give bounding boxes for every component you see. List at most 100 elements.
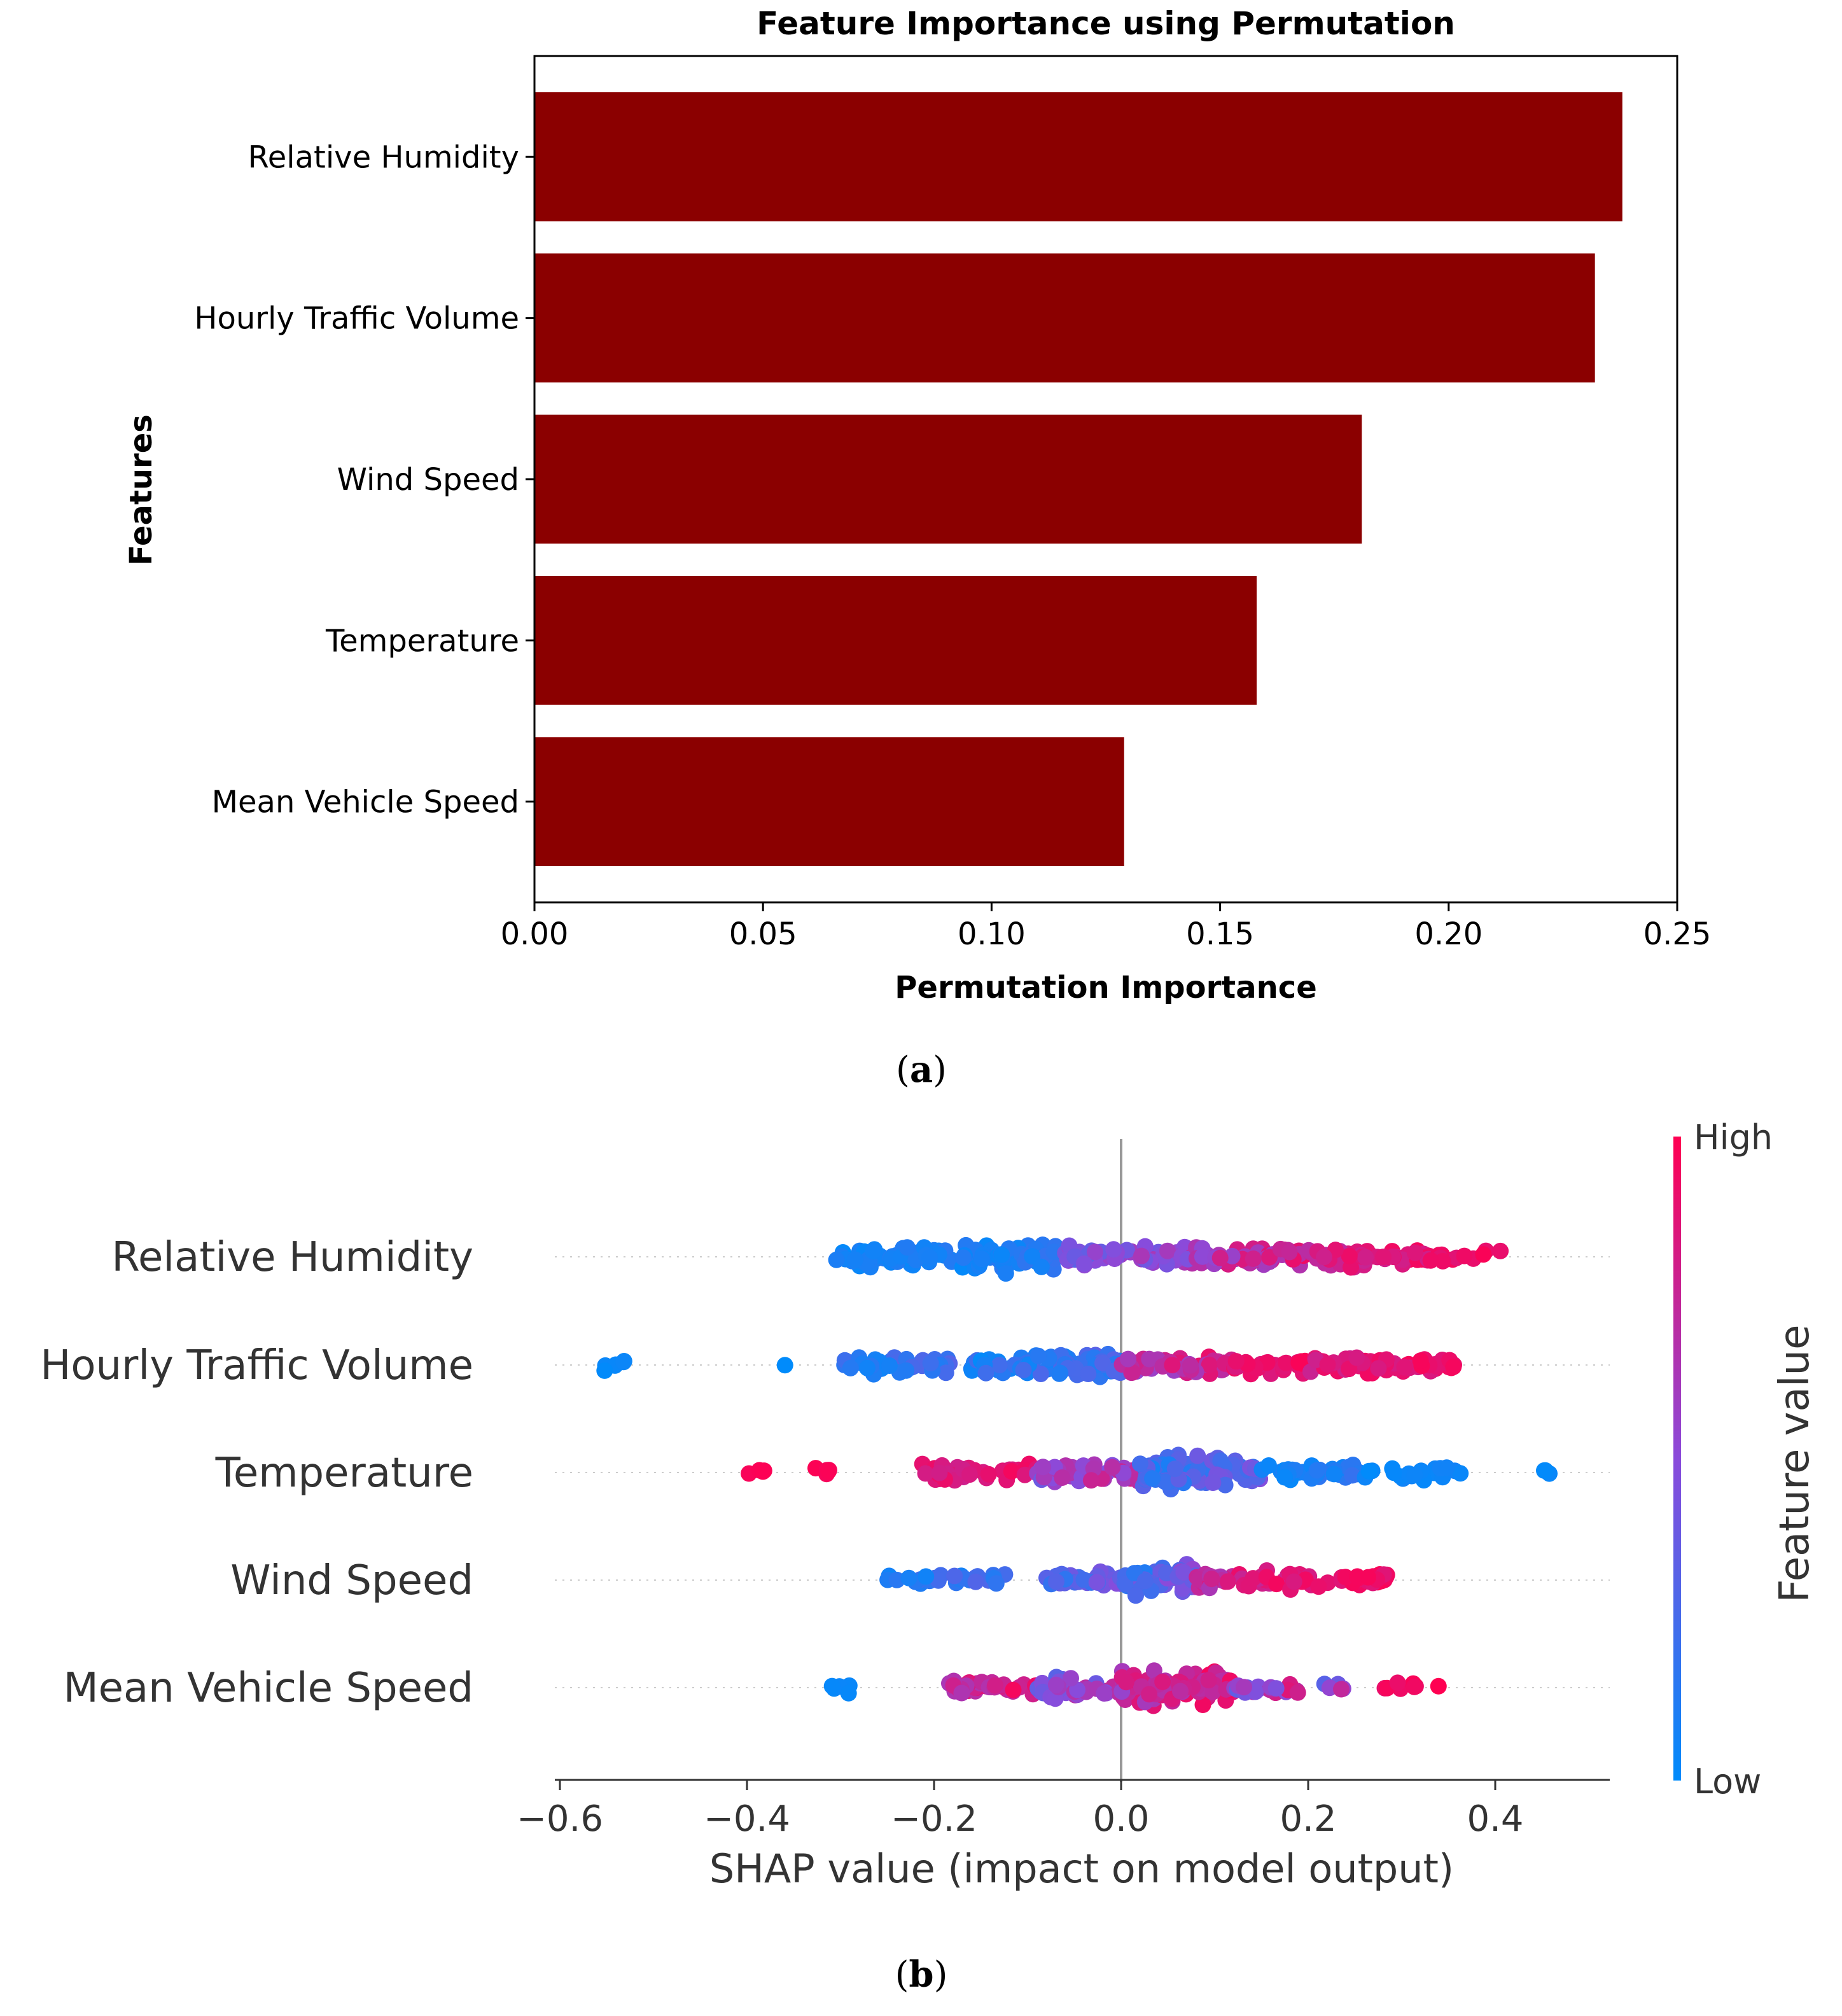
shap-point-temperature	[1104, 1459, 1121, 1476]
shap-point-hourly-traffic-volume	[1445, 1358, 1462, 1375]
x-tick-label: −0.2	[891, 1798, 977, 1840]
shap-point-relative-humidity	[1245, 1250, 1262, 1267]
shap-point-relative-humidity	[1341, 1247, 1358, 1264]
panel-a-caption: (a)	[896, 1049, 947, 1091]
y-tick-label-hourly-traffic-volume: Hourly Traffic Volume	[194, 301, 519, 337]
shap-point-hourly-traffic-volume	[1120, 1350, 1136, 1368]
chart-b-points	[596, 1236, 1558, 1714]
shap-point-temperature	[1325, 1466, 1343, 1483]
shap-point-hourly-traffic-volume	[922, 1355, 939, 1371]
shap-point-hourly-traffic-volume	[842, 1359, 859, 1376]
shap-point-temperature	[1308, 1462, 1325, 1479]
shap-point-hourly-traffic-volume	[1029, 1347, 1047, 1364]
shap-point-mean-vehicle-speed	[1333, 1681, 1350, 1698]
feature-label-temperature: Temperature	[215, 1450, 473, 1497]
shap-point-wind-speed	[1219, 1573, 1236, 1590]
shap-point-relative-humidity	[1357, 1249, 1374, 1266]
x-tick-label: −0.4	[704, 1798, 790, 1840]
feature-label-relative-humidity: Relative Humidity	[111, 1234, 473, 1281]
shap-point-temperature	[1217, 1476, 1234, 1494]
shap-point-temperature	[961, 1466, 978, 1483]
shap-point-wind-speed	[1337, 1569, 1354, 1586]
shap-point-hourly-traffic-volume	[1032, 1366, 1049, 1382]
shap-point-temperature	[1003, 1463, 1020, 1480]
shap-summary-chart: Relative Humidity Hourly Traffic Volume Te…	[40, 1117, 1818, 1996]
shap-point-mean-vehicle-speed	[1194, 1697, 1211, 1713]
feature-label-hourly-traffic-volume: Hourly Traffic Volume	[40, 1342, 473, 1389]
y-tick-label-mean-vehicle-speed: Mean Vehicle Speed	[212, 785, 519, 820]
x-tick-label: 0.2	[1280, 1798, 1336, 1840]
shap-point-relative-humidity	[997, 1265, 1014, 1282]
shap-point-temperature	[1189, 1447, 1206, 1464]
shap-point-relative-humidity	[898, 1239, 916, 1256]
shap-point-temperature	[931, 1464, 948, 1481]
colorbar-title: Feature value	[1771, 1325, 1818, 1603]
shap-point-mean-vehicle-speed	[1172, 1683, 1189, 1700]
shap-point-temperature	[1438, 1459, 1455, 1476]
shap-point-relative-humidity	[846, 1251, 863, 1268]
shap-point-temperature	[1276, 1469, 1293, 1486]
x-tick-label: −0.6	[517, 1798, 603, 1840]
shap-point-temperature	[1131, 1455, 1148, 1473]
y-tick-label-relative-humidity: Relative Humidity	[248, 139, 519, 175]
shap-point-hourly-traffic-volume	[596, 1362, 613, 1379]
shap-point-temperature	[917, 1465, 934, 1482]
shap-point-mean-vehicle-speed	[840, 1684, 857, 1702]
shap-point-hourly-traffic-volume	[1290, 1354, 1308, 1371]
shap-point-hourly-traffic-volume	[1141, 1350, 1158, 1368]
shap-point-hourly-traffic-volume	[1052, 1364, 1069, 1382]
shap-point-mean-vehicle-speed	[1200, 1672, 1217, 1689]
shap-point-hourly-traffic-volume	[937, 1364, 954, 1382]
shap-point-mean-vehicle-speed	[1389, 1674, 1406, 1691]
shap-point-wind-speed	[1136, 1572, 1154, 1590]
shap-point-temperature	[820, 1462, 837, 1480]
y-tick-label-wind-speed: Wind Speed	[337, 462, 519, 498]
shap-point-wind-speed	[967, 1573, 984, 1590]
shap-point-relative-humidity	[1456, 1247, 1473, 1264]
shap-point-wind-speed	[1127, 1587, 1144, 1604]
shap-point-temperature	[1204, 1474, 1222, 1491]
chart-a-x-axis-label: Permutation Importance	[895, 970, 1317, 1005]
shap-point-temperature	[1385, 1464, 1402, 1481]
shap-point-mean-vehicle-speed	[953, 1684, 970, 1702]
shap-point-wind-speed	[1088, 1574, 1105, 1591]
colorbar	[1673, 1137, 1681, 1781]
shap-point-temperature	[1360, 1462, 1378, 1480]
bar-hourly-traffic-volume	[534, 253, 1595, 382]
chart-b-feature-labels: Relative Humidity Hourly Traffic Volume Te…	[40, 1234, 473, 1712]
shap-point-wind-speed	[1245, 1570, 1262, 1587]
shap-point-hourly-traffic-volume	[1164, 1357, 1181, 1374]
shap-point-wind-speed	[900, 1569, 918, 1586]
shap-point-wind-speed	[1075, 1571, 1092, 1588]
shap-point-relative-humidity	[1492, 1242, 1509, 1259]
chart-a-y-ticks: Relative Humidity Hourly Traffic Volume Wi…	[194, 139, 534, 820]
shap-point-mean-vehicle-speed	[987, 1677, 1003, 1694]
shap-point-temperature	[1260, 1457, 1277, 1474]
shap-point-hourly-traffic-volume	[1015, 1362, 1032, 1378]
shap-point-mean-vehicle-speed	[1005, 1681, 1022, 1698]
shap-point-relative-humidity	[1086, 1243, 1103, 1261]
shap-point-wind-speed	[918, 1568, 935, 1585]
shap-point-relative-humidity	[1024, 1248, 1041, 1265]
shap-point-mean-vehicle-speed	[1430, 1677, 1447, 1695]
shap-point-mean-vehicle-speed	[1236, 1679, 1252, 1696]
chart-b-x-ticks: −0.6 −0.4 −0.2 0.0 0.2 0.4	[517, 1780, 1524, 1840]
colorbar-high-label: High	[1694, 1117, 1773, 1158]
shap-point-hourly-traffic-volume	[991, 1357, 1008, 1374]
shap-point-wind-speed	[1048, 1573, 1064, 1590]
panel-b-caption: (b)	[895, 1954, 948, 1996]
shap-point-hourly-traffic-volume	[1080, 1366, 1097, 1382]
shap-point-temperature	[1054, 1469, 1071, 1486]
bar-relative-humidity	[534, 92, 1622, 221]
shap-point-temperature	[1035, 1459, 1052, 1476]
shap-point-temperature	[755, 1463, 772, 1480]
shap-point-relative-humidity	[1033, 1258, 1050, 1275]
chart-a-bars	[534, 92, 1622, 866]
shap-point-hourly-traffic-volume	[859, 1359, 876, 1376]
shap-point-temperature	[1452, 1465, 1469, 1482]
shap-point-wind-speed	[1203, 1571, 1220, 1588]
chart-b-x-axis-label: SHAP value (impact on model output)	[709, 1845, 1454, 1892]
shap-point-hourly-traffic-volume	[615, 1354, 632, 1371]
shap-point-mean-vehicle-speed	[1154, 1673, 1171, 1690]
